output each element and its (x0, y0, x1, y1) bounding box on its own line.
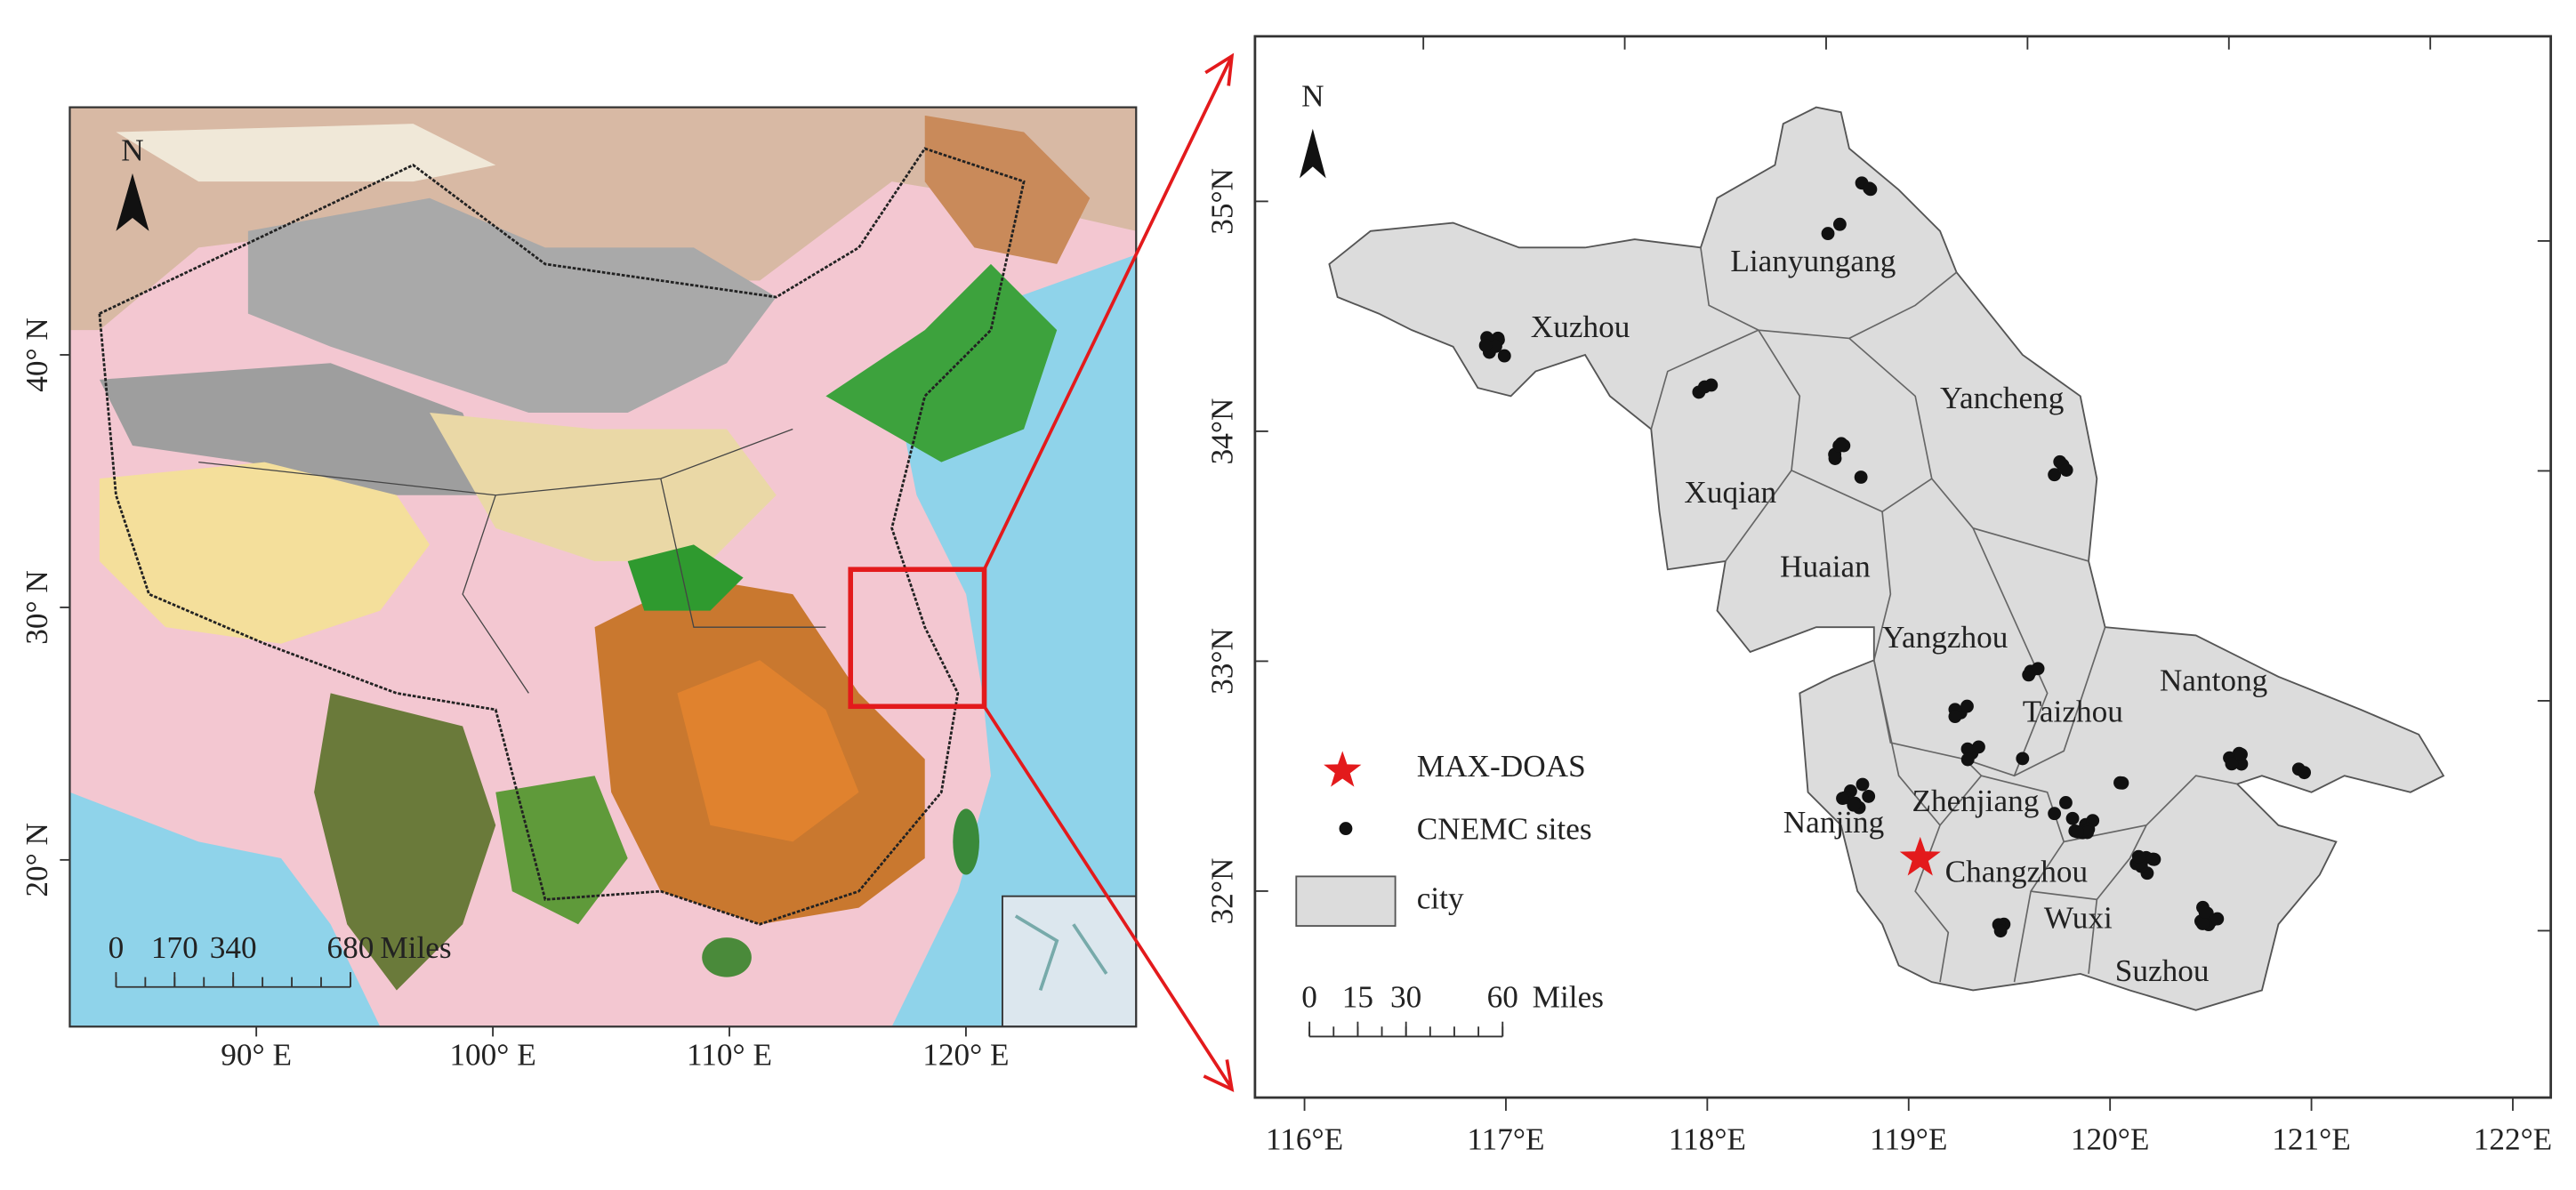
city-label: Suzhou (2115, 953, 2210, 988)
city-label: Wuxi (2044, 901, 2113, 936)
site-dot (2198, 905, 2212, 919)
site-dot (2048, 807, 2062, 821)
y-tick-label: 33°N (1205, 628, 1240, 695)
site-dot (1832, 217, 1847, 231)
site-dot (2022, 668, 2036, 682)
site-dot (1497, 349, 1511, 363)
scale-label: 170 (151, 930, 198, 965)
overview-frame (68, 106, 1138, 1028)
x-tick-label: 120° E (922, 1038, 1009, 1073)
scale-label: 30 (1390, 980, 1421, 1015)
scale-label: 0 (1301, 980, 1317, 1015)
site-dot (1821, 227, 1835, 241)
legend-label: MAX-DOAS (1417, 749, 1586, 784)
x-tick-label: 118°E (1669, 1122, 1746, 1156)
site-dot (2234, 747, 2248, 761)
x-tick-label: 122°E (2474, 1122, 2553, 1156)
site-dot (1697, 380, 1711, 394)
x-tick-label: 116°E (1266, 1122, 1343, 1156)
city-label: Nanjing (1783, 805, 1885, 840)
north-arrow (116, 173, 149, 231)
y-tick-label: 32°N (1205, 858, 1240, 925)
x-tick-label: 110° E (687, 1038, 772, 1073)
x-tick-label: 100° E (449, 1038, 535, 1073)
y-tick-label: 40° N (20, 318, 54, 392)
scale-unit: Miles (1533, 980, 1604, 1015)
overview-map (69, 107, 1137, 1027)
site-dot (2031, 662, 2045, 676)
scale-label: 340 (210, 930, 257, 965)
scale-unit: Miles (380, 930, 451, 965)
city-label: Xuqian (1684, 475, 1776, 510)
site-dot (2225, 757, 2239, 771)
x-tick-label: 119°E (1870, 1122, 1947, 1156)
site-markers (1478, 176, 2312, 938)
city-label: Nantong (2160, 663, 2267, 697)
site-dot (1478, 338, 1493, 352)
scale-label: 15 (1342, 980, 1373, 1015)
zoom-arrows (982, 52, 1235, 1092)
site-dot (2234, 757, 2249, 771)
city-boundaries (1650, 247, 2238, 983)
y-tick-label: 20° N (20, 823, 54, 897)
north-arrow (1299, 128, 1326, 179)
city-label: Taizhou (2023, 695, 2123, 729)
site-dot (1948, 710, 1962, 724)
site-dot (2059, 463, 2073, 477)
site-dot (1489, 339, 1502, 353)
site-dot (1960, 742, 1975, 756)
site-dot (2048, 468, 2062, 482)
legend-star (1324, 751, 1362, 787)
scale-label: 680 (326, 930, 374, 965)
city-label: Zhenjiang (1912, 784, 2039, 818)
north-label: N (1301, 78, 1324, 113)
y-tick-label: 30° N (20, 570, 54, 645)
scale-label: 0 (109, 930, 125, 965)
site-dot (1836, 792, 1849, 806)
city-label: Lianyungang (1730, 244, 1896, 278)
site-dot (1847, 798, 1861, 812)
city-label: Yancheng (1940, 381, 2064, 415)
x-tick-label: 90° E (221, 1038, 292, 1073)
site-dot (2059, 796, 2073, 809)
site-dot (1854, 470, 1868, 484)
site-dot (1960, 752, 1975, 767)
site-dot (1832, 439, 1847, 453)
scale-label: 60 (1487, 980, 1518, 1015)
max-doas-site (1899, 836, 1941, 876)
legend-label: city (1417, 880, 1464, 915)
site-dot (2146, 852, 2161, 866)
site-dot (1863, 181, 1877, 196)
y-tick-label: 35°N (1205, 168, 1240, 235)
site-dot (2210, 912, 2225, 926)
site-dot (2065, 811, 2080, 825)
site-dot (2016, 752, 2030, 766)
site-dot (2081, 825, 2094, 840)
legend-label: CNEMC sites (1417, 811, 1592, 846)
study-area-box (848, 567, 987, 710)
city-label: Huaian (1780, 549, 1871, 583)
site-dot (2195, 917, 2210, 930)
site-dot (2131, 849, 2145, 864)
north-label: N (121, 133, 143, 168)
site-dot (1972, 740, 1985, 754)
site-dot (1960, 699, 1974, 713)
city-label: Yangzhou (1882, 620, 2008, 655)
legend-swatch (1295, 875, 1397, 928)
site-dot (2070, 824, 2084, 839)
x-tick-label: 120°E (2071, 1122, 2150, 1156)
site-dot (1862, 789, 1876, 803)
site-dot (1993, 924, 2008, 938)
x-tick-label: 121°E (2272, 1122, 2351, 1156)
city-label: Changzhou (1945, 855, 2089, 889)
x-tick-label: 117°E (1467, 1122, 1544, 1156)
site-dot (2298, 766, 2312, 780)
site-dot (1856, 777, 1870, 792)
y-tick-label: 34°N (1205, 398, 1240, 465)
site-dot (2113, 776, 2127, 790)
legend-dot (1339, 822, 1353, 836)
city-label: Xuzhou (1531, 310, 1630, 344)
